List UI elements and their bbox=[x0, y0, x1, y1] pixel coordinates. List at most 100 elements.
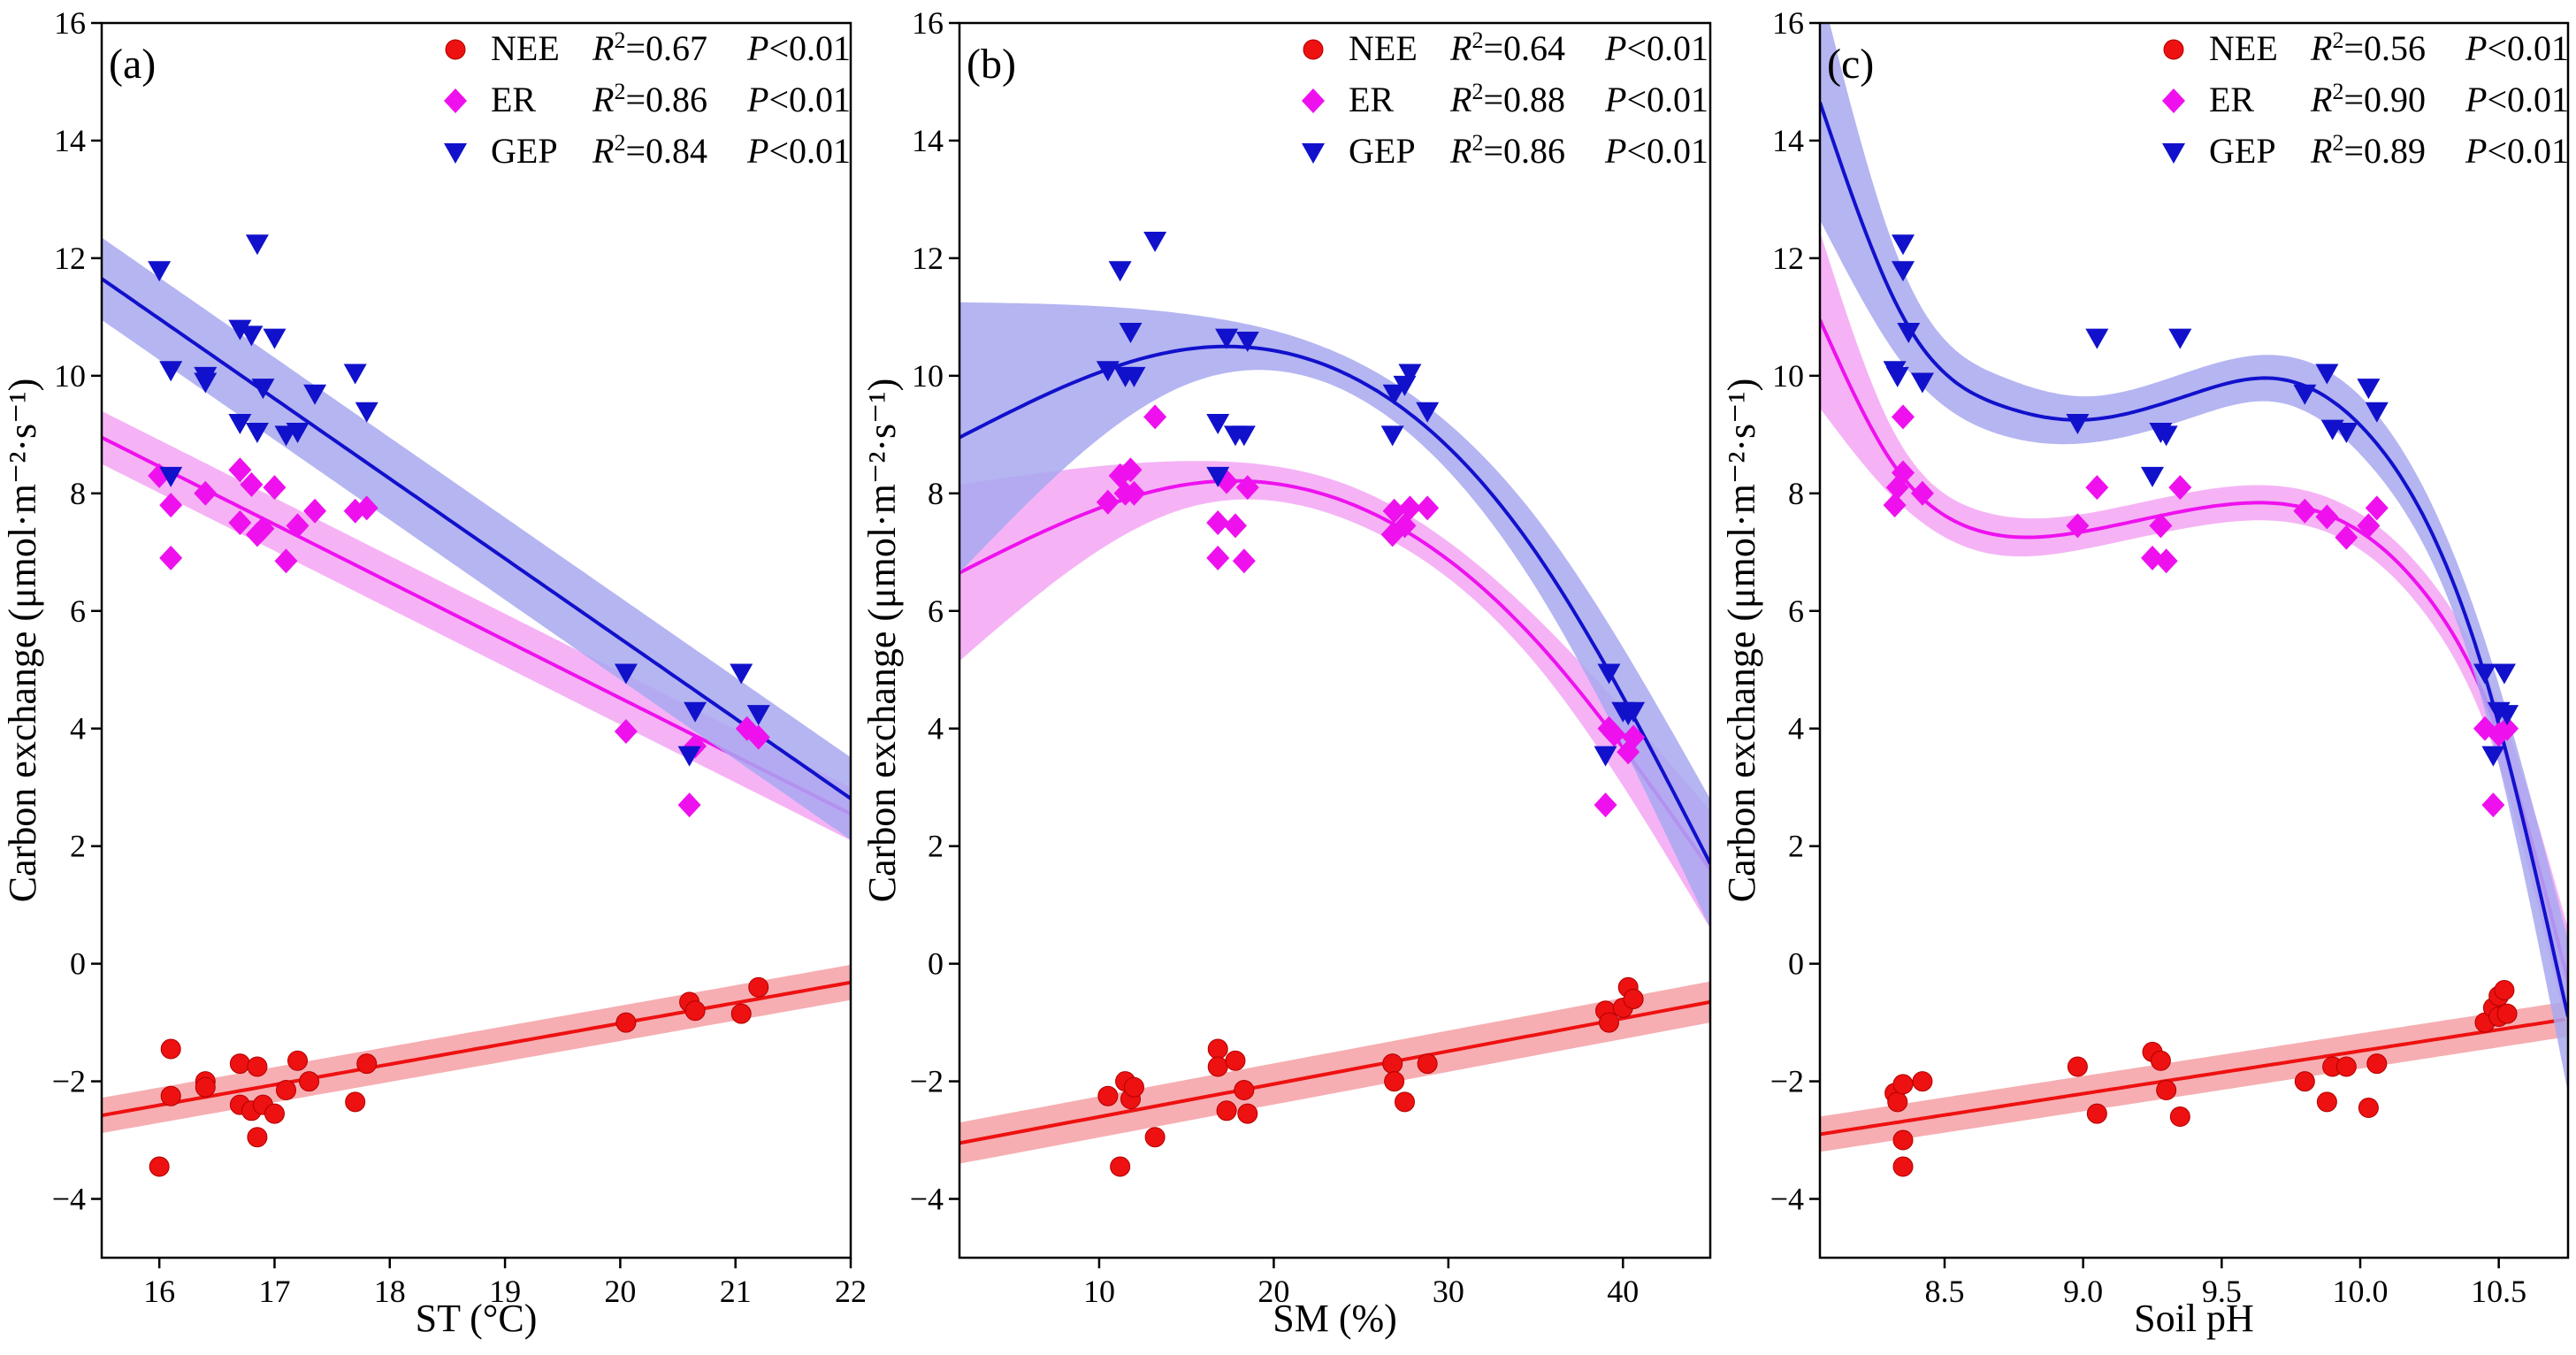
legend-r2-value: =0.67 bbox=[625, 28, 707, 68]
er-point bbox=[2066, 513, 2090, 539]
nee-point bbox=[264, 1103, 285, 1124]
nee-point bbox=[149, 1156, 170, 1177]
er-point bbox=[1382, 498, 1406, 524]
x-tick-label: 17 bbox=[258, 1274, 290, 1309]
legend-series-name: ER bbox=[491, 80, 536, 119]
y-tick-label: −4 bbox=[1770, 1182, 1804, 1217]
er-point bbox=[1622, 724, 1646, 750]
gep-point bbox=[159, 466, 183, 487]
gep-point bbox=[1206, 466, 1230, 487]
legend-p-symbol: P bbox=[1604, 80, 1626, 119]
legend-series-name: GEP bbox=[2209, 131, 2276, 171]
nee-legend-entry: NEE R2=0.56 P<0.01 bbox=[2209, 27, 2569, 69]
gep-point bbox=[1122, 366, 1146, 387]
nee-point bbox=[1384, 1071, 1405, 1092]
gep-point bbox=[677, 746, 701, 767]
legend-r-symbol: R bbox=[1449, 131, 1471, 171]
nee-point bbox=[1892, 1156, 1914, 1177]
x-tick-label: 10 bbox=[1083, 1274, 1115, 1309]
gep-point bbox=[1597, 663, 1621, 685]
nee-point bbox=[684, 1000, 706, 1022]
er-legend-marker bbox=[1302, 88, 1325, 113]
er-point bbox=[355, 495, 378, 521]
gep-point bbox=[1380, 425, 1404, 447]
legend-r-symbol: R bbox=[592, 28, 614, 68]
x-tick-label: 9.5 bbox=[2202, 1274, 2242, 1309]
gep-point bbox=[1897, 323, 1921, 343]
plot-area bbox=[1820, 23, 2568, 1177]
gep-legend-marker bbox=[2162, 143, 2185, 164]
nee-point bbox=[1216, 1100, 1237, 1122]
gep-point bbox=[2496, 705, 2519, 726]
nee-point bbox=[275, 1080, 296, 1101]
y-tick-label: 0 bbox=[928, 946, 944, 982]
er-point bbox=[1892, 404, 1915, 430]
x-tick-label: 21 bbox=[720, 1274, 752, 1309]
gep-point bbox=[2365, 402, 2389, 423]
legend-p-value: <0.01 bbox=[1626, 131, 1708, 171]
legend-r2-value: =0.90 bbox=[2343, 80, 2426, 119]
x-tick-label: 9.0 bbox=[2063, 1274, 2103, 1309]
legend-p-value: <0.01 bbox=[2487, 80, 2569, 119]
gep-confidence-band bbox=[959, 302, 1710, 929]
gep-point bbox=[194, 372, 218, 394]
gep-point bbox=[1119, 323, 1143, 343]
x-axis-label: ST (°C) bbox=[416, 1297, 538, 1340]
y-tick-label: 0 bbox=[70, 946, 86, 982]
gep-point bbox=[343, 364, 367, 385]
nee-point bbox=[1598, 1012, 1619, 1033]
legend-p-value: <0.01 bbox=[768, 28, 851, 68]
nee-point bbox=[247, 1056, 268, 1077]
legend-r-superscript: 2 bbox=[614, 27, 625, 53]
gep-point bbox=[684, 701, 707, 723]
legend-series-name: GEP bbox=[491, 131, 558, 171]
er-fit-line bbox=[1820, 318, 2568, 983]
y-tick-label: −2 bbox=[1770, 1064, 1804, 1099]
gep-point bbox=[2357, 379, 2381, 400]
legend-r-symbol: R bbox=[2310, 131, 2332, 171]
nee-point bbox=[1892, 1129, 1914, 1151]
er-point bbox=[746, 724, 770, 750]
panel-label: (a) bbox=[109, 41, 156, 88]
er-point bbox=[228, 457, 252, 483]
gep-point bbox=[2066, 414, 2090, 435]
nee-point bbox=[2366, 1053, 2388, 1075]
er-point bbox=[194, 480, 218, 506]
x-tick-label: 10.0 bbox=[2333, 1274, 2389, 1309]
legend-r2-value: =0.84 bbox=[625, 131, 707, 171]
er-point bbox=[251, 516, 275, 541]
legend-p-symbol: P bbox=[2465, 80, 2487, 119]
nee-point bbox=[1887, 1091, 1908, 1113]
gep-point bbox=[148, 261, 172, 282]
gep-point bbox=[1594, 746, 1617, 767]
gep-point bbox=[1096, 361, 1120, 382]
x-tick-label: 10.5 bbox=[2471, 1274, 2526, 1309]
gep-point bbox=[263, 328, 287, 349]
legend-r-superscript: 2 bbox=[2332, 79, 2343, 104]
er-point bbox=[1122, 480, 1146, 506]
legend-r2-value: =0.86 bbox=[625, 80, 707, 119]
gep-point bbox=[2481, 746, 2505, 767]
er-point bbox=[1143, 404, 1167, 430]
er-point bbox=[1206, 510, 1230, 536]
nee-fit-line bbox=[1820, 1017, 2568, 1137]
er-point bbox=[159, 493, 183, 518]
legend-series-name: ER bbox=[2209, 80, 2254, 119]
gep-confidence-band bbox=[1820, 23, 2568, 1093]
er-point bbox=[1594, 792, 1617, 818]
er-point bbox=[2496, 716, 2519, 741]
legend-r-symbol: R bbox=[1449, 28, 1471, 68]
er-point bbox=[1398, 495, 1422, 521]
x-tick-label: 16 bbox=[143, 1274, 175, 1309]
gep-fit-line bbox=[1820, 102, 2568, 1017]
gep-point bbox=[614, 663, 638, 685]
er-point bbox=[263, 475, 287, 501]
nee-point bbox=[229, 1053, 250, 1075]
panel-label: (c) bbox=[1827, 41, 1874, 88]
nee-point bbox=[1097, 1085, 1119, 1106]
er-fit-line bbox=[959, 478, 1710, 871]
gep-point bbox=[2085, 328, 2109, 349]
gep-fit-line bbox=[959, 344, 1710, 865]
legend-series-name: GEP bbox=[1349, 131, 1416, 171]
nee-point bbox=[345, 1091, 366, 1113]
